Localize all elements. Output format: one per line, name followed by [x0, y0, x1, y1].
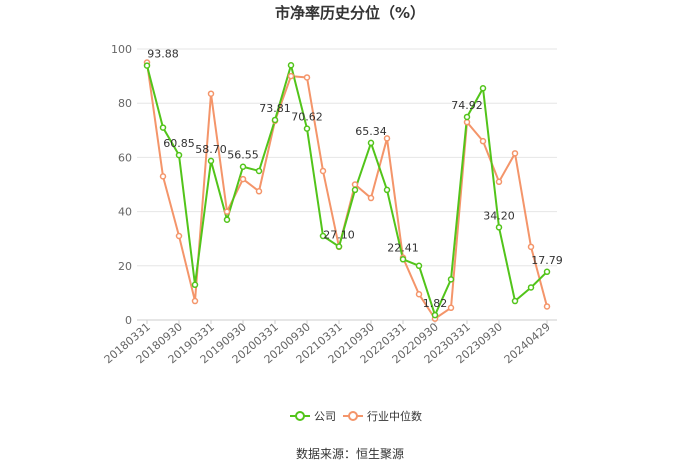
series-points [143, 59, 551, 322]
data-label: 56.55 [227, 149, 259, 162]
chart-title: 市净率历史分位（%） [275, 4, 425, 22]
data-point [191, 281, 199, 289]
data-point [287, 62, 295, 69]
data-point [303, 74, 311, 81]
data-point [255, 167, 263, 175]
y-tick-label: 20 [118, 260, 132, 273]
data-point [335, 243, 343, 250]
x-axis: 2018033120180930201903312019093020200331… [102, 319, 557, 366]
data-label: 34.20 [483, 209, 515, 222]
y-tick-label: 60 [118, 151, 132, 164]
data-point [527, 284, 535, 291]
data-point [207, 90, 215, 97]
data-point [287, 72, 295, 80]
data-point [479, 85, 487, 92]
data-point [239, 163, 247, 170]
x-tick-label: 20240429 [502, 320, 553, 366]
data-point [143, 62, 151, 69]
data-label: 58.70 [195, 143, 227, 156]
data-point [511, 297, 519, 305]
legend-swatch-marker [295, 411, 305, 421]
data-point [367, 194, 375, 202]
data-source: 数据来源：恒生聚源 [296, 446, 404, 461]
data-label: 17.79 [531, 254, 563, 267]
data-point [447, 276, 455, 283]
data-point [351, 181, 359, 188]
data-point [543, 268, 551, 276]
data-point [175, 151, 183, 159]
data-point [223, 216, 231, 223]
data-point [495, 178, 503, 186]
data-point [207, 157, 215, 165]
legend-item-0[interactable]: 公司 [290, 410, 336, 423]
data-point [159, 124, 167, 131]
data-point [415, 291, 423, 298]
data-point [255, 188, 263, 195]
data-label: 22.41 [387, 241, 419, 254]
data-point [447, 304, 455, 312]
data-label: 60.85 [163, 137, 195, 150]
data-point [351, 186, 359, 194]
data-label: 93.88 [147, 48, 179, 61]
legend[interactable]: 公司 行业中位数 [290, 409, 422, 423]
y-tick-label: 80 [118, 97, 132, 110]
data-point [175, 232, 183, 240]
series-line-0 [146, 64, 548, 317]
series-lines [146, 62, 548, 320]
data-label: 27.10 [323, 229, 355, 242]
legend-label: 行业中位数 [367, 409, 422, 423]
data-point [383, 135, 391, 142]
data-label: 73.81 [259, 102, 291, 115]
y-tick-label: 40 [118, 206, 132, 219]
data-point [527, 243, 535, 251]
data-point [415, 262, 423, 270]
data-point [463, 118, 471, 126]
data-point [431, 311, 439, 319]
data-point [319, 167, 327, 175]
data-point [271, 116, 279, 124]
data-point [239, 175, 247, 183]
data-point [511, 150, 519, 157]
legend-item-1[interactable]: 行业中位数 [343, 409, 422, 423]
data-point [479, 137, 487, 145]
data-label: 74.92 [451, 99, 483, 112]
data-point [463, 113, 471, 121]
data-point [159, 173, 167, 180]
data-point [191, 297, 199, 305]
data-label: 70.62 [291, 111, 323, 124]
data-label: 1.82 [423, 297, 448, 310]
data-point [303, 125, 311, 132]
data-point [223, 208, 231, 215]
legend-label: 公司 [314, 410, 336, 423]
data-point [495, 224, 503, 231]
data-point [399, 256, 407, 263]
data-point [367, 139, 375, 147]
data-point [319, 232, 327, 240]
data-point [543, 303, 551, 310]
data-point [383, 186, 391, 194]
y-axis: 0 20 40 60 80 100 [111, 43, 132, 327]
data-label: 65.34 [355, 125, 387, 138]
y-tick-label: 100 [111, 43, 132, 56]
legend-swatch-marker [348, 411, 358, 421]
y-tick-label: 0 [125, 314, 132, 327]
